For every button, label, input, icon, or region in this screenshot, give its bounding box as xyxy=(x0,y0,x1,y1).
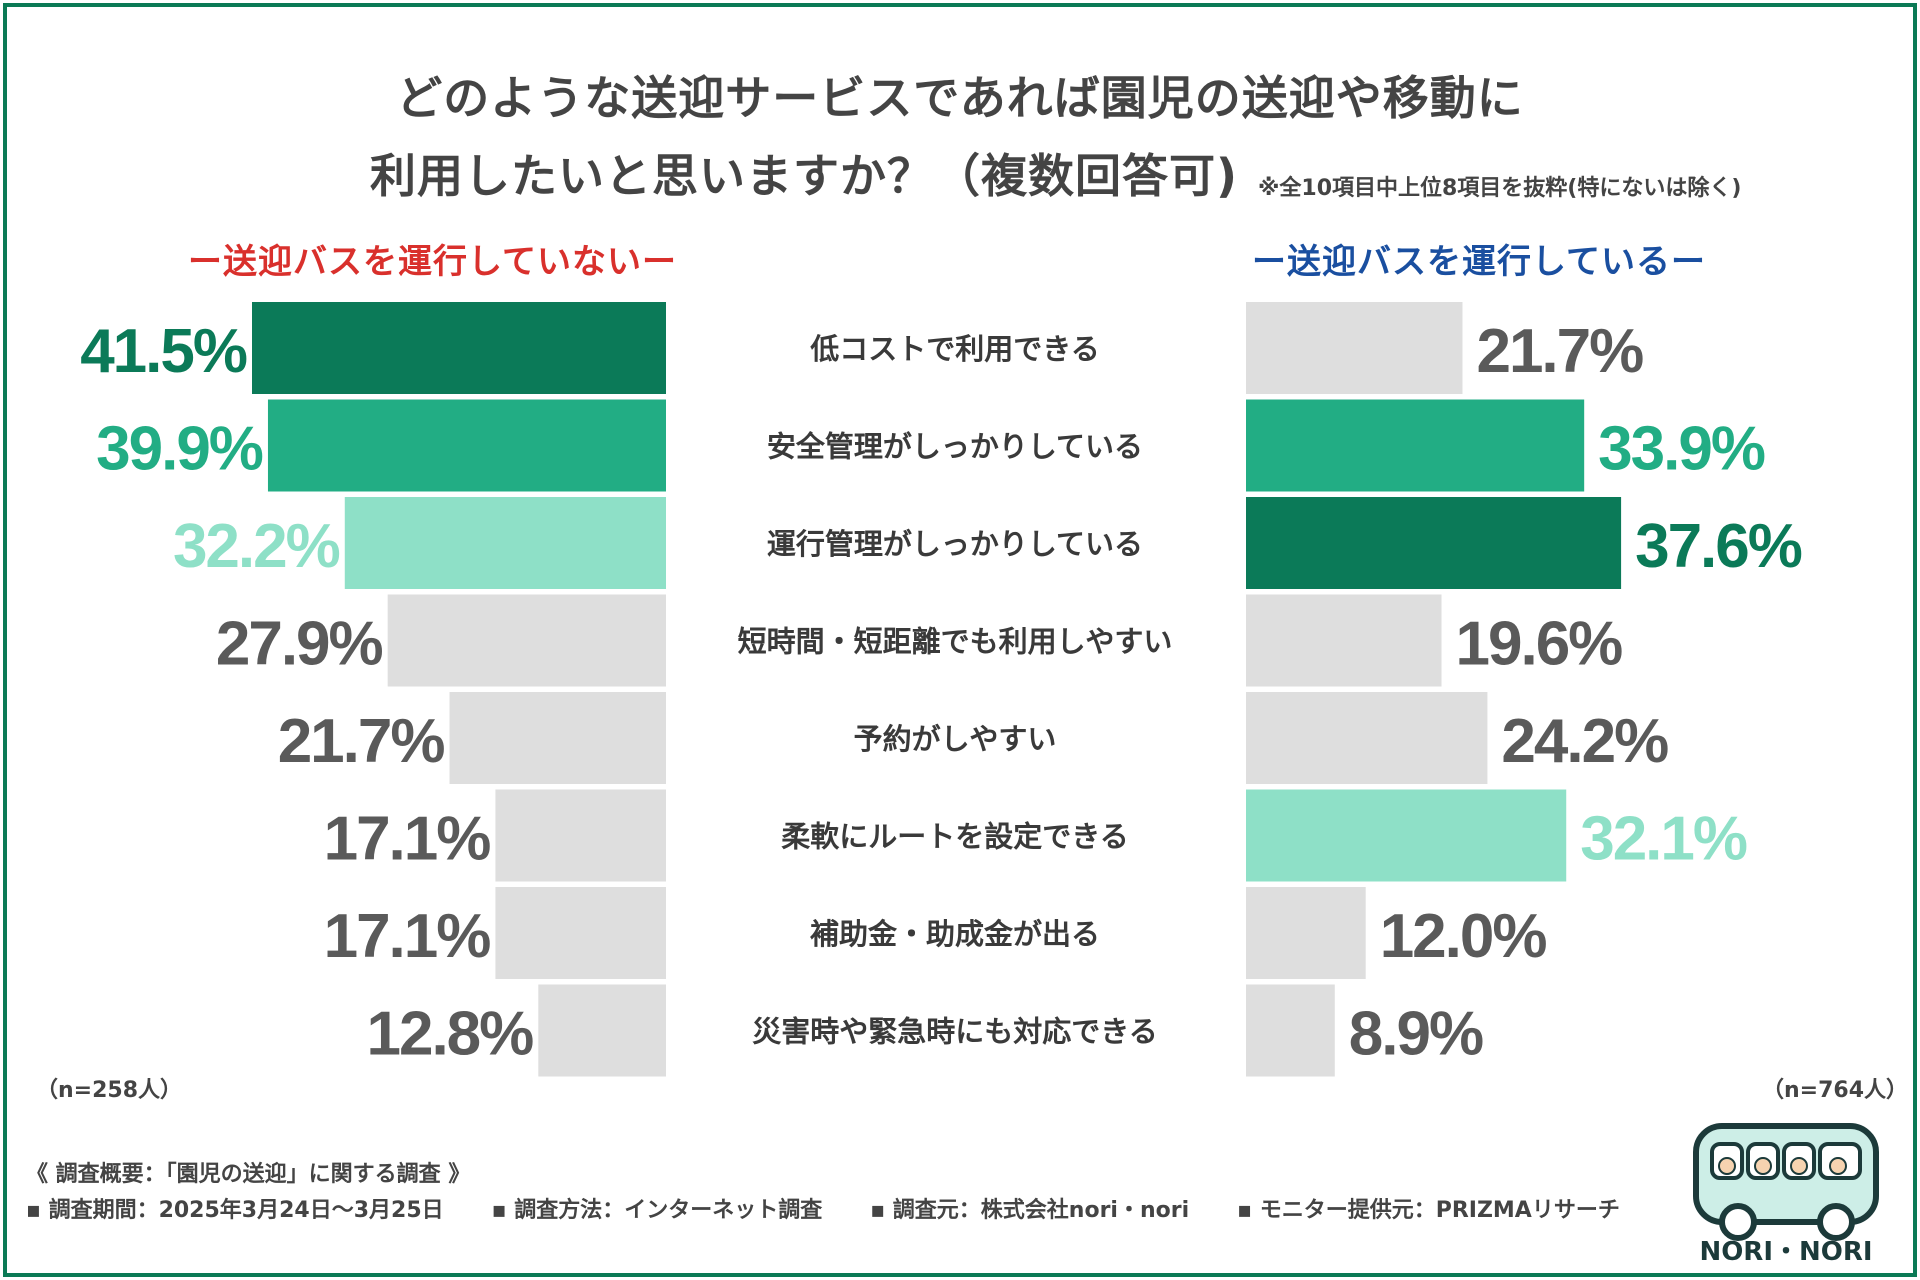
survey-summary-items: ▪ 調査期間：2025年3月24日〜3月25日 ▪ 調査方法：インターネット調査… xyxy=(26,1192,1620,1224)
left-value-label: 12.8% xyxy=(366,1000,533,1069)
survey-method: ▪ 調査方法：インターネット調査 xyxy=(491,1198,823,1223)
page-frame xyxy=(3,3,1917,1277)
left-value-label: 17.1% xyxy=(324,805,491,874)
category-label: 災害時や緊急時にも対応できる xyxy=(752,1015,1157,1049)
category-label: 柔軟にルートを設定できる xyxy=(781,820,1128,854)
category-label: 安全管理がしっかりしている xyxy=(767,430,1143,464)
right-bar xyxy=(1246,399,1585,492)
chart-title-line2: 利用したいと思いますか？（複数回答可) xyxy=(370,149,1239,203)
left-bar xyxy=(495,789,666,882)
right-value-label: 19.6% xyxy=(1456,610,1623,679)
right-value-label: 37.6% xyxy=(1635,512,1802,581)
right-value-label: 33.9% xyxy=(1598,415,1765,484)
left-bar xyxy=(495,887,666,979)
logo-text: NORI・NORI xyxy=(1699,1237,1872,1267)
survey-summary-heading: 《 調査概要：「園児の送迎」に関する調査 》 xyxy=(26,1162,471,1187)
left-value-label: 32.2% xyxy=(173,512,340,581)
left-value-label: 27.9% xyxy=(216,610,383,679)
survey-source: ▪ 調査元：株式会社nori・nori xyxy=(870,1198,1190,1223)
right-value-label: 12.0% xyxy=(1380,902,1547,971)
category-label: 予約がしやすい xyxy=(854,722,1057,756)
right-bar xyxy=(1246,887,1366,979)
left-bar xyxy=(252,302,666,394)
monitor-provider: ▪ モニター提供元：PRIZMAリサーチ xyxy=(1237,1198,1620,1223)
category-label: 低コストで利用できる xyxy=(809,332,1099,366)
category-label: 運行管理がしっかりしている xyxy=(767,527,1143,561)
left-value-label: 21.7% xyxy=(278,707,445,776)
nori-nori-bus-logo: NORI・NORI xyxy=(1693,1123,1879,1267)
left-sample-size: （n=258人） xyxy=(36,1078,183,1103)
category-label: 補助金・助成金が出る xyxy=(809,917,1100,951)
chart-title-line1: どのような送迎サービスであれば園児の送迎や移動に xyxy=(396,71,1524,125)
right-bar xyxy=(1246,497,1622,589)
right-value-label: 8.9% xyxy=(1349,1000,1483,1069)
left-bar xyxy=(449,692,666,784)
right-bar xyxy=(1246,302,1463,394)
left-bar xyxy=(267,399,666,492)
left-value-label: 39.9% xyxy=(96,415,263,484)
left-value-label: 41.5% xyxy=(80,317,247,386)
right-bar xyxy=(1246,789,1567,882)
right-bar xyxy=(1246,984,1335,1077)
survey-period: ▪ 調査期間：2025年3月24日〜3月25日 xyxy=(26,1198,444,1223)
right-bar xyxy=(1246,692,1488,784)
left-value-label: 17.1% xyxy=(324,902,491,971)
left-bar xyxy=(387,594,666,687)
right-sample-size: （n=764人） xyxy=(1762,1078,1909,1103)
left-group-label: ー送迎バスを運行していないー xyxy=(188,242,677,282)
right-value-label: 32.1% xyxy=(1580,805,1747,874)
left-bar xyxy=(538,984,666,1077)
left-bar xyxy=(344,497,666,589)
right-bar xyxy=(1246,594,1442,687)
right-group-label: ー送迎バスを運行しているー xyxy=(1252,242,1706,282)
category-label: 短時間・短距離でも利用しやすい xyxy=(738,625,1173,659)
right-value-label: 21.7% xyxy=(1476,317,1643,386)
right-value-label: 24.2% xyxy=(1501,707,1668,776)
chart-title-note: ※全10項目中上位8項目を抜粋(特にないは除く) xyxy=(1258,176,1742,201)
